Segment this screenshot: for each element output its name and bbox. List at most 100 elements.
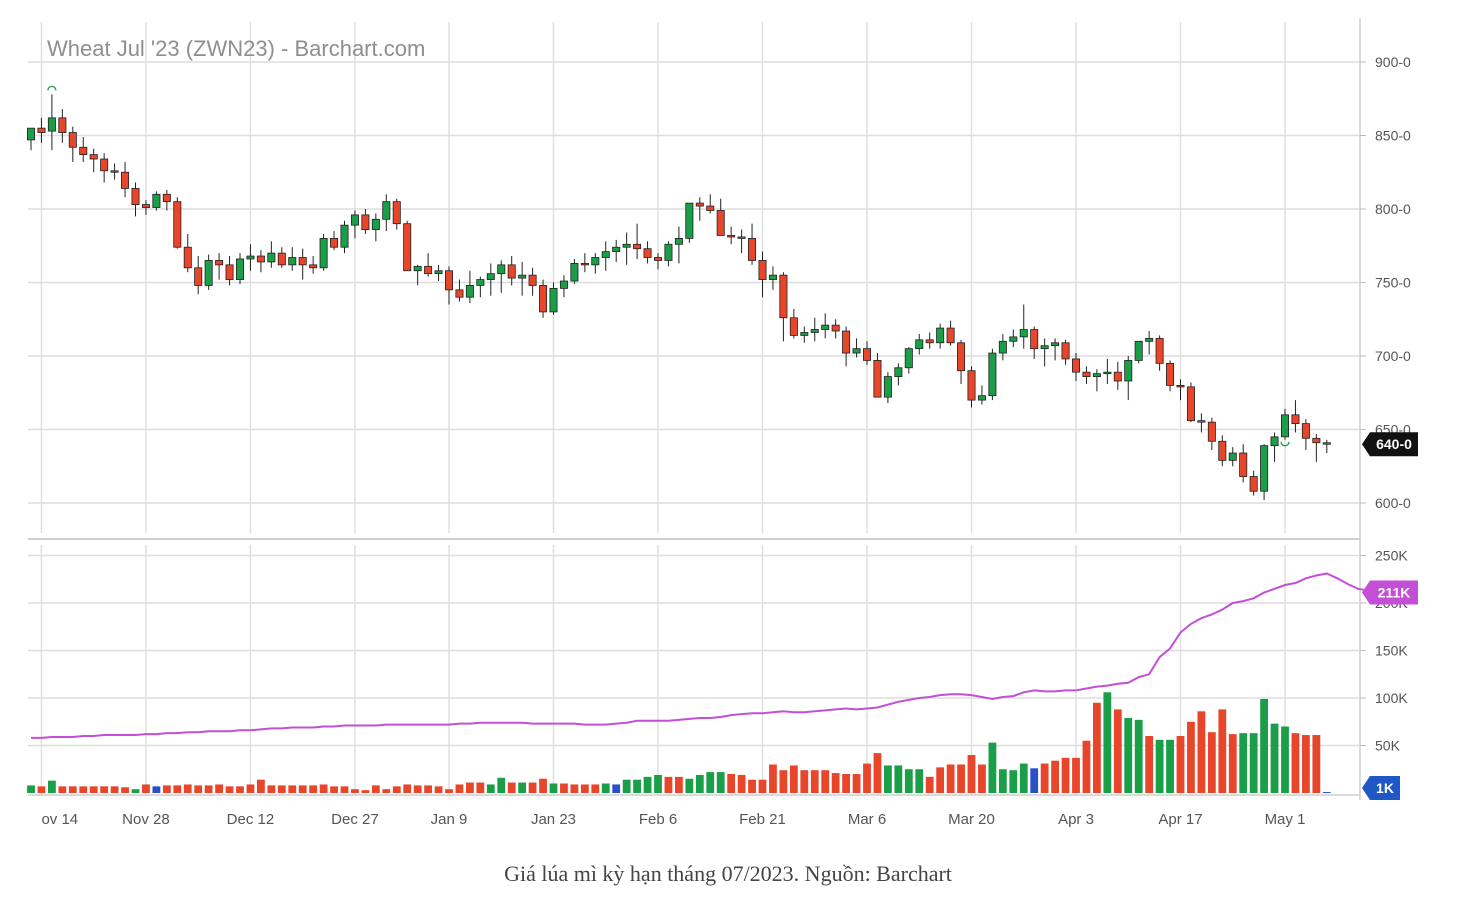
volume-bar	[675, 776, 683, 793]
candle	[309, 256, 318, 274]
value-tags: 640-0 211K 1K	[1362, 432, 1418, 801]
volume-bar	[957, 764, 965, 793]
price-tick-label: 600-0	[1375, 495, 1411, 511]
volume-bar	[330, 786, 338, 793]
candle	[413, 264, 422, 286]
candle-body	[1207, 421, 1216, 442]
candle-body	[288, 257, 297, 266]
candle	[1113, 361, 1122, 390]
candle-body	[319, 237, 328, 269]
candle-body	[392, 201, 401, 225]
candle-body	[1260, 445, 1269, 492]
candle-body	[309, 264, 318, 269]
volume-tick-label: 150K	[1375, 643, 1408, 659]
candle-body	[570, 262, 579, 282]
candle-body	[486, 273, 495, 280]
volume-bar	[800, 770, 809, 793]
volume-bar	[173, 785, 182, 793]
candle	[1082, 366, 1091, 384]
candle	[591, 253, 600, 274]
candle	[215, 253, 224, 280]
candle-body	[1061, 342, 1070, 360]
candle	[403, 220, 412, 272]
candle	[674, 226, 683, 264]
candle	[256, 250, 265, 273]
volume-bar	[873, 753, 882, 793]
candle	[1134, 340, 1143, 364]
candle-body	[946, 327, 955, 344]
volume-bar	[110, 786, 119, 793]
candle-body	[559, 280, 568, 289]
candle	[1218, 435, 1227, 467]
candle	[528, 267, 537, 296]
candle-body	[549, 287, 558, 313]
candle-body	[894, 367, 903, 377]
candle	[570, 258, 579, 284]
candle-body	[622, 243, 631, 248]
candle-body	[831, 324, 840, 332]
candle-body	[664, 243, 673, 261]
volume-bar	[257, 779, 265, 793]
volume-bar	[215, 784, 223, 793]
candle-body	[1176, 384, 1185, 388]
volume-bar	[1155, 739, 1164, 793]
candle-body	[580, 262, 589, 266]
volume-bar	[100, 786, 109, 793]
volume-bar	[695, 774, 704, 793]
x-tick-label: ov 14	[41, 811, 78, 828]
volume-tick-label: 250K	[1375, 548, 1408, 564]
candle-body	[988, 352, 997, 397]
volume-bar	[716, 772, 725, 793]
candle-body	[674, 237, 683, 245]
candle-body	[800, 332, 809, 336]
candle	[382, 194, 391, 232]
volume-bar	[1019, 763, 1028, 793]
candle	[1040, 338, 1049, 367]
volume-tag: 1K	[1362, 776, 1400, 801]
candle	[68, 126, 77, 162]
candle-body	[873, 360, 882, 398]
volume-tick-label: 100K	[1375, 690, 1408, 706]
volume-bar	[319, 784, 328, 793]
volume-bar	[643, 776, 652, 793]
candle-body	[131, 188, 140, 205]
candle-body	[215, 260, 224, 266]
candle	[298, 248, 307, 280]
candle-body	[727, 235, 736, 238]
volume-bar	[37, 786, 46, 793]
volume-bar	[831, 773, 840, 793]
volume-bar	[1103, 692, 1112, 793]
candle	[1281, 408, 1290, 440]
candle-body	[298, 257, 307, 266]
candle-body	[1270, 436, 1279, 447]
volume-bar	[309, 785, 318, 793]
candle	[883, 372, 892, 404]
candle	[89, 148, 98, 173]
candle	[58, 109, 67, 143]
volume-bar	[633, 779, 641, 793]
volume-bar	[48, 780, 56, 793]
price-grid	[28, 18, 1361, 800]
candle	[622, 232, 631, 265]
volume-bar	[1082, 740, 1091, 793]
candle-body	[1166, 362, 1175, 386]
candle	[267, 241, 276, 268]
candle	[162, 189, 171, 211]
candle	[79, 136, 88, 162]
candle-body	[810, 329, 819, 333]
candle	[967, 366, 976, 408]
x-tick-label: Jan 9	[431, 811, 468, 828]
volume-bar	[1030, 768, 1039, 793]
candle-body	[977, 395, 986, 401]
candle	[1270, 432, 1279, 462]
candle	[821, 313, 830, 339]
candle	[37, 117, 46, 143]
candle-body	[403, 223, 412, 272]
volume-bar	[183, 784, 192, 793]
volume-bar	[267, 785, 276, 793]
volume-bar	[549, 783, 558, 793]
volume-bar	[89, 786, 98, 793]
candle	[706, 194, 715, 214]
candle-body	[1155, 337, 1164, 364]
candle-body	[998, 340, 1007, 354]
